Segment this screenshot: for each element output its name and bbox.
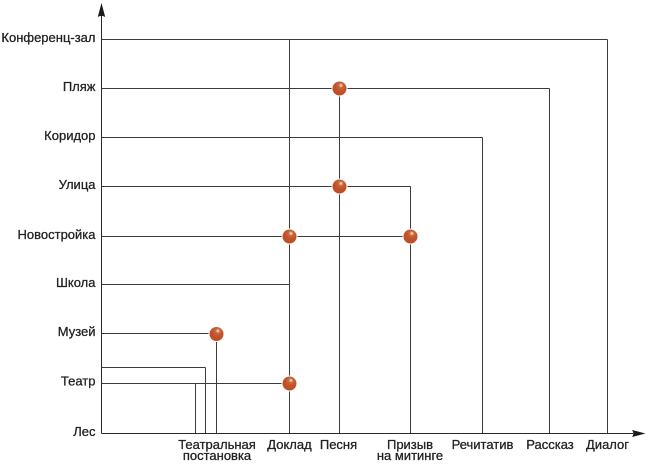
- svg-text:Песня: Песня: [320, 437, 357, 452]
- svg-text:Театральная: Театральная: [178, 437, 256, 452]
- svg-text:Школа: Школа: [56, 275, 96, 290]
- svg-text:Лес: Лес: [73, 424, 96, 439]
- svg-text:Улица: Улица: [59, 177, 97, 192]
- svg-text:Доклад: Доклад: [267, 437, 312, 452]
- svg-text:Речитатив: Речитатив: [452, 437, 514, 452]
- svg-text:Музей: Музей: [58, 324, 96, 339]
- svg-text:постановка: постановка: [183, 448, 252, 463]
- svg-text:на митинге: на митинге: [377, 448, 443, 463]
- svg-text:Новостройка: Новостройка: [18, 227, 97, 242]
- svg-text:Коридор: Коридор: [44, 128, 95, 143]
- svg-text:Рассказ: Рассказ: [526, 437, 574, 452]
- svg-text:Диалог: Диалог: [586, 437, 629, 452]
- svg-text:Призыв: Призыв: [387, 437, 433, 452]
- svg-text:Пляж: Пляж: [63, 79, 96, 94]
- svg-text:Конференц-зал: Конференц-зал: [1, 30, 95, 45]
- svg-text:Театр: Театр: [61, 374, 96, 389]
